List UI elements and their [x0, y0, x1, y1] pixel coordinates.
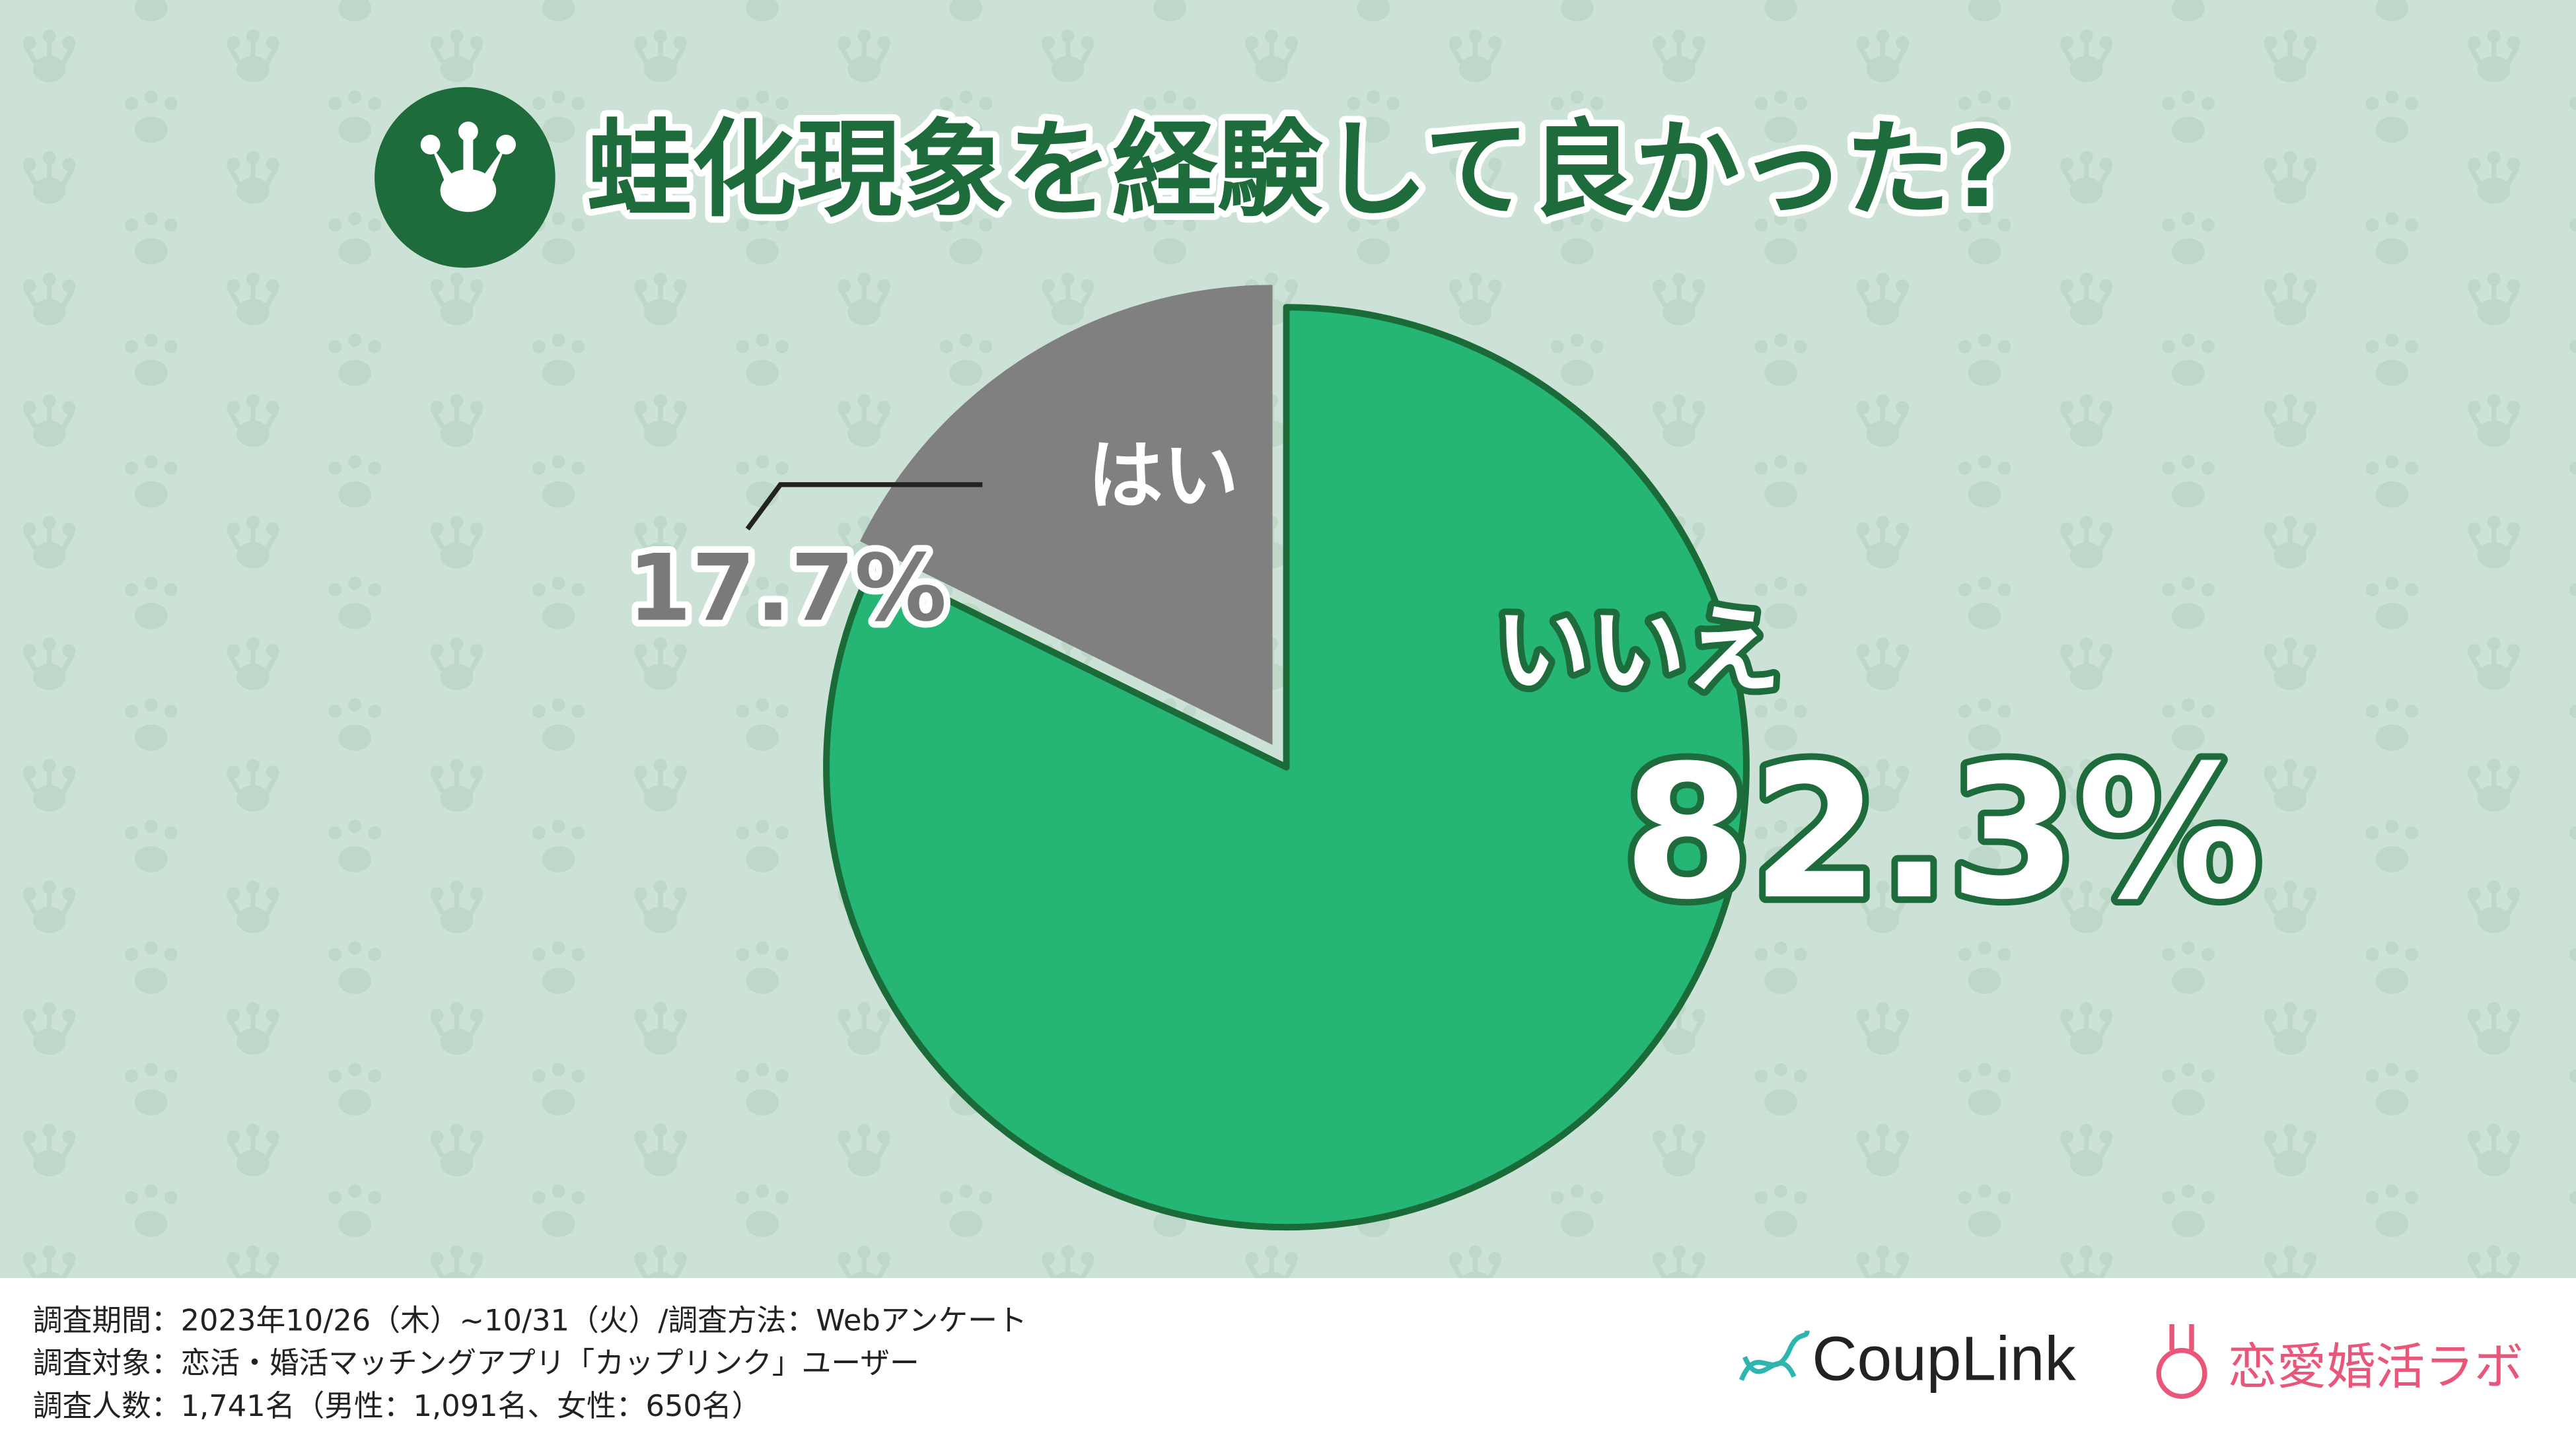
lab-icon [2156, 1324, 2207, 1399]
slice-label: いいえ [1495, 596, 1781, 707]
slice-label: はい [1088, 432, 1239, 520]
pie-slice [823, 304, 1750, 1231]
logo-couplink: CoupLink [1812, 1324, 2076, 1394]
pie-slice [860, 285, 1273, 745]
footer-band [0, 1278, 2576, 1449]
footer-note: 調査期間：2023年10/26（木）~10/31（火）/調査方法：Webアンケー… [33, 1302, 1027, 1337]
pie: いいえ 82.3% はい 17.7% [621, 285, 2268, 1231]
leader-line [745, 482, 983, 531]
title-icon [375, 87, 555, 268]
logo-lab: 恋愛婚活ラボ [2228, 1338, 2524, 1396]
footer-note: 調査対象：恋活・婚活マッチングアプリ「カップリンク」ユーザー [33, 1345, 919, 1380]
chart-title: 蛙化現象を経験して良かった? [587, 108, 2011, 231]
value-label: 17.7% [627, 535, 947, 642]
value-label: 82.3% [1623, 725, 2261, 940]
footer-note: 調査人数：1,741名（男性：1,091名、女性：650名） [33, 1388, 762, 1423]
couplink-icon [1739, 1330, 1810, 1381]
